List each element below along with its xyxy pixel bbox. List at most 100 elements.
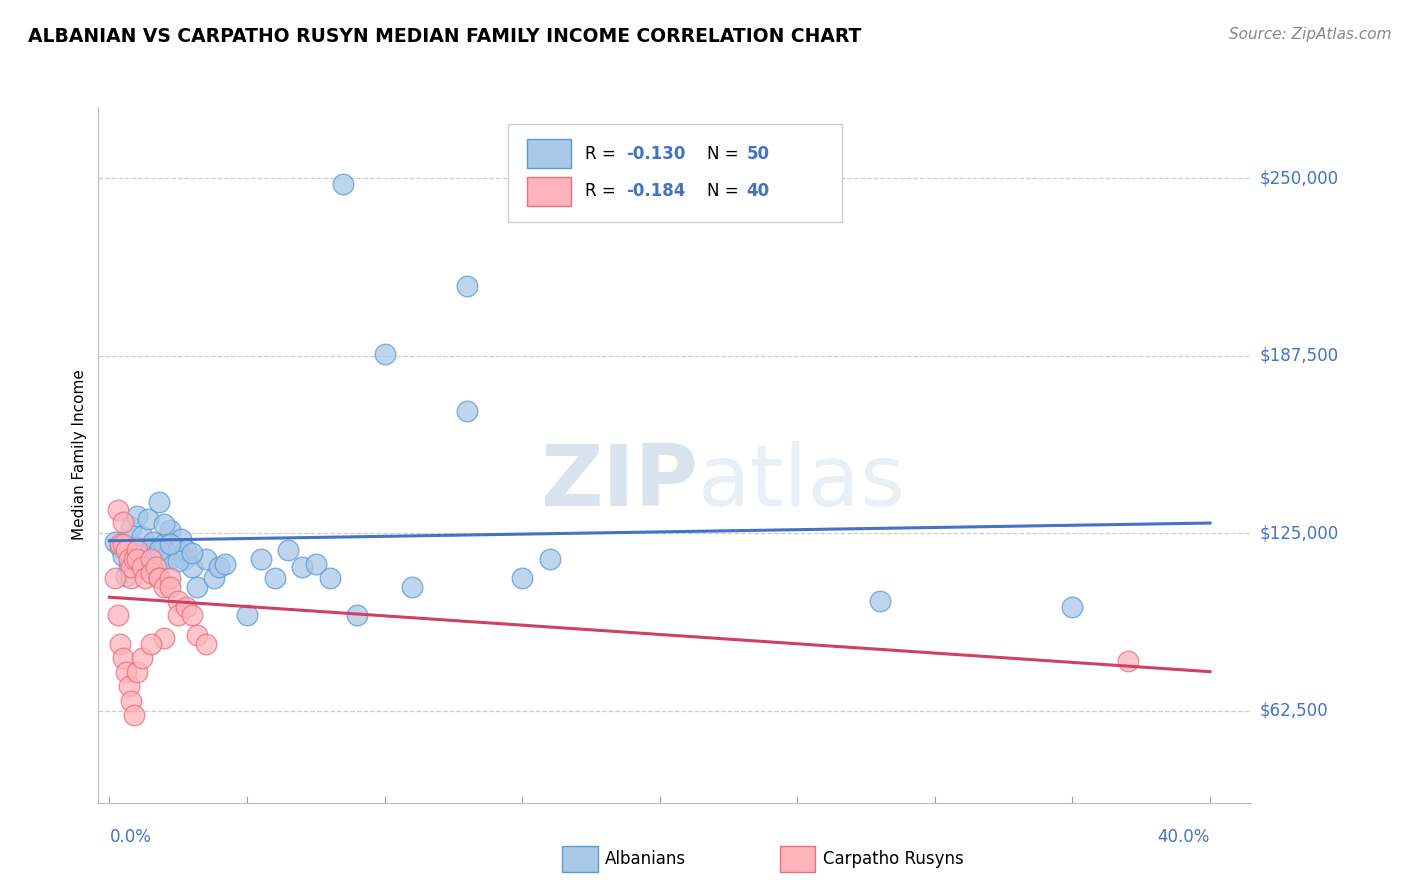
Point bbox=[318, 571, 340, 585]
Point bbox=[538, 551, 561, 566]
Y-axis label: Median Family Income: Median Family Income bbox=[72, 369, 87, 541]
Point bbox=[236, 608, 259, 623]
Point bbox=[148, 495, 170, 509]
Point bbox=[125, 551, 148, 566]
Point bbox=[176, 543, 198, 558]
Point bbox=[173, 551, 195, 566]
Point bbox=[104, 534, 127, 549]
Text: R =: R = bbox=[585, 145, 621, 162]
Point bbox=[125, 540, 148, 554]
Point bbox=[115, 568, 138, 582]
Point bbox=[110, 537, 132, 551]
Point bbox=[131, 651, 153, 665]
Point bbox=[104, 571, 127, 585]
Point bbox=[115, 665, 138, 680]
Point bbox=[115, 543, 138, 558]
Point bbox=[249, 551, 271, 566]
Point bbox=[139, 540, 162, 554]
FancyBboxPatch shape bbox=[780, 846, 815, 872]
Point bbox=[159, 580, 181, 594]
Point bbox=[125, 665, 148, 680]
Point bbox=[153, 537, 176, 551]
Point bbox=[305, 558, 328, 572]
Point bbox=[120, 560, 142, 574]
Point bbox=[194, 637, 217, 651]
Point bbox=[131, 560, 153, 574]
Point bbox=[346, 608, 368, 623]
Point bbox=[181, 546, 204, 560]
Point bbox=[263, 571, 285, 585]
Text: 50: 50 bbox=[747, 145, 769, 162]
Point bbox=[291, 560, 314, 574]
Point bbox=[148, 543, 170, 558]
Point bbox=[167, 554, 190, 568]
Point bbox=[176, 599, 198, 614]
Point bbox=[374, 347, 396, 361]
Text: 40: 40 bbox=[747, 182, 769, 200]
Point bbox=[208, 560, 231, 574]
Text: N =: N = bbox=[707, 145, 744, 162]
Point bbox=[181, 608, 204, 623]
Text: ZIP: ZIP bbox=[540, 442, 697, 524]
Point bbox=[118, 679, 141, 693]
Text: $250,000: $250,000 bbox=[1260, 169, 1339, 187]
Point bbox=[181, 560, 204, 574]
Text: Albanians: Albanians bbox=[605, 850, 686, 868]
Point bbox=[186, 628, 208, 642]
FancyBboxPatch shape bbox=[508, 124, 842, 222]
Point bbox=[145, 560, 167, 574]
Text: -0.184: -0.184 bbox=[627, 182, 686, 200]
Point bbox=[120, 693, 142, 707]
Point bbox=[332, 177, 354, 191]
Point bbox=[510, 571, 533, 585]
Text: $62,500: $62,500 bbox=[1260, 701, 1329, 720]
Point bbox=[112, 651, 135, 665]
FancyBboxPatch shape bbox=[527, 139, 571, 169]
Text: R =: R = bbox=[585, 182, 621, 200]
Point bbox=[112, 537, 135, 551]
Text: Carpatho Rusyns: Carpatho Rusyns bbox=[823, 850, 963, 868]
Text: 0.0%: 0.0% bbox=[110, 829, 152, 847]
Point bbox=[186, 580, 208, 594]
Point bbox=[139, 566, 162, 580]
Point bbox=[131, 529, 153, 543]
Point bbox=[153, 580, 176, 594]
Point bbox=[214, 558, 236, 572]
Text: atlas: atlas bbox=[697, 442, 905, 524]
Point bbox=[112, 515, 135, 529]
Point bbox=[148, 571, 170, 585]
Point bbox=[159, 571, 181, 585]
Point bbox=[107, 503, 129, 517]
Point bbox=[142, 534, 165, 549]
Point bbox=[167, 608, 190, 623]
Point bbox=[277, 543, 299, 558]
Point bbox=[145, 549, 167, 563]
FancyBboxPatch shape bbox=[527, 177, 571, 206]
Point bbox=[170, 532, 193, 546]
Point bbox=[153, 631, 176, 645]
Point bbox=[110, 637, 132, 651]
Text: ALBANIAN VS CARPATHO RUSYN MEDIAN FAMILY INCOME CORRELATION CHART: ALBANIAN VS CARPATHO RUSYN MEDIAN FAMILY… bbox=[28, 27, 862, 45]
Text: -0.130: -0.130 bbox=[627, 145, 686, 162]
Text: 40.0%: 40.0% bbox=[1157, 829, 1211, 847]
Point bbox=[159, 523, 181, 537]
Point bbox=[167, 594, 190, 608]
Point bbox=[1062, 599, 1084, 614]
Point bbox=[134, 571, 156, 585]
Point bbox=[139, 637, 162, 651]
Point bbox=[153, 517, 176, 532]
Point bbox=[159, 551, 181, 566]
Point bbox=[139, 551, 162, 566]
FancyBboxPatch shape bbox=[562, 846, 598, 872]
Point bbox=[107, 608, 129, 623]
Point bbox=[120, 520, 142, 534]
Point bbox=[122, 551, 145, 566]
Point bbox=[1116, 654, 1139, 668]
Point bbox=[110, 540, 132, 554]
Point bbox=[136, 512, 159, 526]
Point bbox=[401, 580, 423, 594]
Text: Source: ZipAtlas.com: Source: ZipAtlas.com bbox=[1229, 27, 1392, 42]
Point bbox=[120, 571, 142, 585]
Point bbox=[194, 551, 217, 566]
Text: N =: N = bbox=[707, 182, 744, 200]
